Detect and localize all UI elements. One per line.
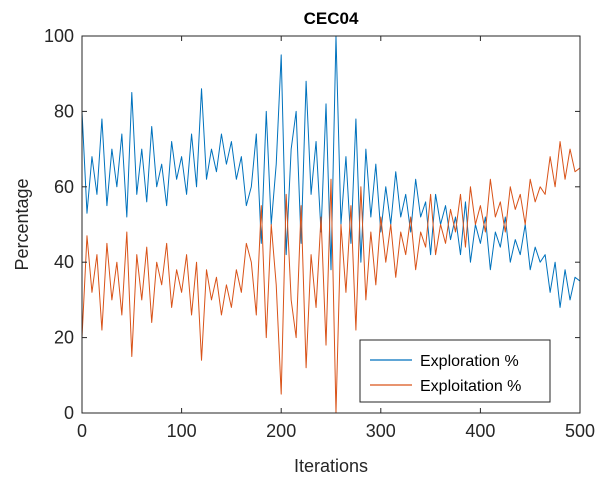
x-tick-label: 100 (167, 421, 197, 441)
x-tick-label: 500 (565, 421, 595, 441)
y-tick-label: 60 (54, 177, 74, 197)
y-tick-label: 40 (54, 252, 74, 272)
legend-label-exploration: Exploration % (420, 353, 519, 370)
x-tick-label: 400 (465, 421, 495, 441)
series-exploration-line (81, 35, 581, 308)
legend-label-exploitation: Exploitation % (420, 378, 521, 395)
legend-box (359, 339, 551, 403)
y-tick-label: 80 (54, 101, 74, 121)
y-tick-label: 20 (54, 328, 74, 348)
ticks-layer: 0 100 200 300 400 500 0 20 40 60 80 100 (44, 26, 595, 441)
x-axis-label: Iterations (294, 456, 368, 476)
y-tick-label: 100 (44, 26, 74, 46)
x-tick-label: 0 (77, 421, 87, 441)
y-axis-label: Percentage (12, 178, 32, 270)
plot-frame (81, 35, 581, 414)
series-exploitation-line (81, 141, 581, 414)
chart-title: CEC04 (304, 9, 359, 28)
legend: Exploration % Exploitation % (359, 339, 551, 403)
x-tick-label: 300 (366, 421, 396, 441)
series-layer (81, 35, 581, 414)
y-tick-label: 0 (64, 403, 74, 423)
x-tick-label: 200 (266, 421, 296, 441)
